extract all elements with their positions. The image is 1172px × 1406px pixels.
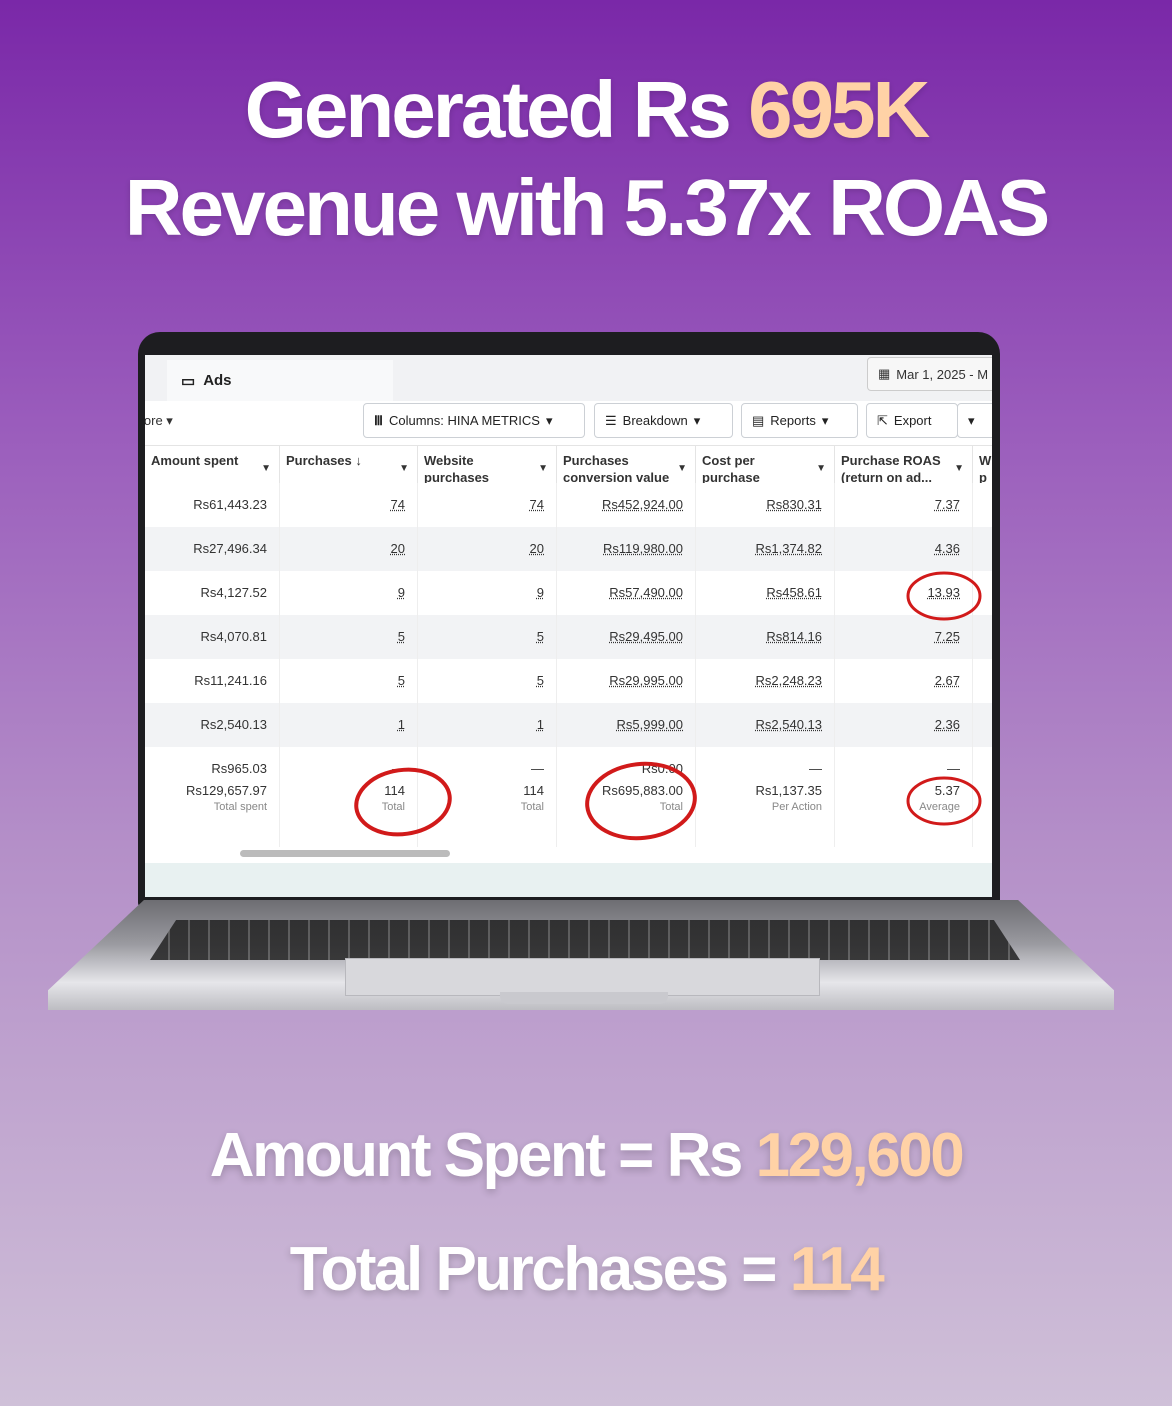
table-cell: — bbox=[418, 747, 557, 791]
chevron-down-icon: ▾ bbox=[545, 412, 553, 428]
column-header[interactable]: Cost per purchase ▼ bbox=[696, 445, 835, 490]
table-row[interactable]: Rs11,241.16 5 5 Rs29,995.00 Rs2,248.23 2.67 bbox=[145, 659, 992, 703]
chevron-down-icon: ▾ bbox=[968, 412, 975, 428]
table-cell: 5 bbox=[280, 659, 418, 703]
trackpad bbox=[345, 958, 820, 996]
export-button[interactable]: ⇱ Export bbox=[866, 403, 958, 438]
table-cell: 1 bbox=[280, 703, 418, 747]
table-cell: 20 bbox=[280, 527, 418, 571]
breakdown-button[interactable]: ☰ Breakdown ▾ bbox=[594, 403, 733, 438]
totals-cell: 114 Total bbox=[418, 777, 557, 847]
totals-cell: 5.37 Average bbox=[835, 777, 973, 847]
total-purchases-line: Total Purchases = 114 bbox=[289, 1235, 885, 1304]
table-cell: Rs2,248.23 bbox=[696, 659, 835, 703]
table-cell: 7.37 bbox=[835, 483, 973, 527]
table-cell: 1 bbox=[418, 703, 557, 747]
table-cell: Rs2,540.13 bbox=[145, 703, 280, 747]
table-cell: Rs29,495.00 bbox=[557, 615, 696, 659]
table-cell: Rs57,490.00 bbox=[557, 571, 696, 615]
table-cell: Rs1,374.82 bbox=[696, 527, 835, 571]
reports-button[interactable]: ▤ Reports ▾ bbox=[741, 403, 858, 438]
columns-icon: Ⅲ bbox=[374, 412, 383, 428]
table-cell: 5 bbox=[280, 615, 418, 659]
table-cell: 9 bbox=[280, 571, 418, 615]
table-row[interactable]: Rs61,443.23 74 74 Rs452,924.00 Rs830.31 7.37 bbox=[145, 483, 992, 527]
table-row[interactable]: Rs4,070.81 5 5 Rs29,495.00 Rs814.16 7.25 bbox=[145, 615, 992, 659]
table-cell: Rs61,443.23 bbox=[145, 483, 280, 527]
table-cell: Rs2,540.13 bbox=[696, 703, 835, 747]
tab-bar: ▭ Ads ▦ Mar 1, 2025 - M bbox=[145, 355, 992, 401]
chevron-down-icon[interactable]: ▼ bbox=[954, 463, 964, 474]
breakdown-icon: ☰ bbox=[605, 412, 617, 428]
table-cell: Rs4,070.81 bbox=[145, 615, 280, 659]
totals-cell: 114 Total bbox=[280, 777, 418, 847]
reports-icon: ▤ bbox=[752, 412, 765, 428]
table-cell: 7.25 bbox=[835, 615, 973, 659]
table-cell: Rs830.31 bbox=[696, 483, 835, 527]
table-cell: 4.36 bbox=[835, 527, 973, 571]
table-cell: Rs814.16 bbox=[696, 615, 835, 659]
chevron-down-icon: ▾ bbox=[693, 412, 701, 428]
bottom-strip bbox=[145, 863, 992, 897]
table-cell: 2.36 bbox=[835, 703, 973, 747]
table-cell: — bbox=[696, 747, 835, 791]
export-more-button[interactable]: ▾ bbox=[957, 403, 992, 438]
table-cell: Rs458.61 bbox=[696, 571, 835, 615]
chevron-down-icon[interactable]: ▼ bbox=[677, 463, 687, 474]
table-row[interactable]: Rs4,127.52 9 9 Rs57,490.00 Rs458.61 13.93 bbox=[145, 571, 992, 615]
column-header[interactable]: Purchases conversion value ▼ bbox=[557, 445, 696, 490]
date-range-picker[interactable]: ▦ Mar 1, 2025 - M bbox=[867, 357, 992, 391]
calendar-icon: ▦ bbox=[878, 366, 891, 381]
table-cell: Rs119,980.00 bbox=[557, 527, 696, 571]
chevron-down-icon: ▾ bbox=[821, 412, 829, 428]
ads-icon: ▭ bbox=[181, 372, 196, 390]
table-cell: 5 bbox=[418, 615, 557, 659]
table-cell: 20 bbox=[418, 527, 557, 571]
table-cell: 2.67 bbox=[835, 659, 973, 703]
chevron-down-icon[interactable]: ▼ bbox=[816, 463, 826, 474]
chevron-down-icon[interactable]: ▼ bbox=[399, 463, 409, 474]
totals-cell: Rs129,657.97 Total spent bbox=[145, 777, 280, 847]
table-cell: Rs5,999.00 bbox=[557, 703, 696, 747]
table-cell: 13.93 bbox=[835, 571, 973, 615]
column-header[interactable]: Purchase ROAS (return on ad... ▼ bbox=[835, 445, 973, 490]
table-cell: Rs27,496.34 bbox=[145, 527, 280, 571]
table-cell: 9 bbox=[418, 571, 557, 615]
tab-ads[interactable]: ▭ Ads bbox=[167, 360, 393, 401]
chevron-down-icon[interactable]: ▼ bbox=[538, 463, 548, 474]
table-row[interactable]: Rs27,496.34 20 20 Rs119,980.00 Rs1,374.82 4.3… bbox=[145, 527, 992, 571]
table-cell: 74 bbox=[418, 483, 557, 527]
more-dropdown[interactable]: lore ▾ bbox=[145, 413, 173, 428]
table-cell: Rs452,924.00 bbox=[557, 483, 696, 527]
table-cell: Rs11,241.16 bbox=[145, 659, 280, 703]
chevron-down-icon[interactable]: ▼ bbox=[261, 463, 271, 474]
keyboard bbox=[150, 920, 1020, 960]
headline-line-2: Revenue with 5.37x ROAS bbox=[124, 163, 1050, 252]
laptop-notch bbox=[500, 992, 668, 1004]
totals-cell: Rs1,137.35 Per Action bbox=[696, 777, 835, 847]
table-cell: Rs965.03 bbox=[145, 747, 280, 791]
table-cell: — bbox=[835, 747, 973, 791]
table-cell: 74 bbox=[280, 483, 418, 527]
columns-button[interactable]: Ⅲ Columns: HINA METRICS ▾ bbox=[363, 403, 585, 438]
totals-cell: Rs695,883.00 Total bbox=[557, 777, 696, 847]
table-cell: Rs4,127.52 bbox=[145, 571, 280, 615]
horizontal-scrollbar[interactable] bbox=[240, 850, 450, 857]
table-cell: 5 bbox=[418, 659, 557, 703]
table-cell: Rs29,995.00 bbox=[557, 659, 696, 703]
amount-spent-line: Amount Spent = Rs 129,600 bbox=[209, 1121, 965, 1190]
export-icon: ⇱ bbox=[877, 412, 888, 428]
headline-line-1: Generated Rs 695K bbox=[244, 65, 931, 154]
table-row[interactable]: Rs2,540.13 1 1 Rs5,999.00 Rs2,540.13 2.36 bbox=[145, 703, 992, 747]
